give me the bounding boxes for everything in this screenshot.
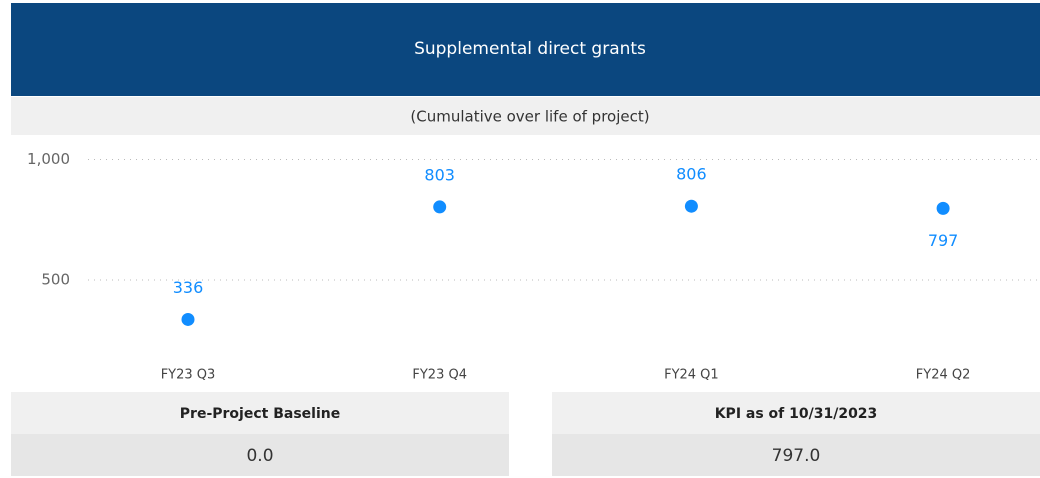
dot <box>181 312 195 326</box>
chart-title: Supplemental direct grants <box>414 39 646 59</box>
dot <box>433 200 447 214</box>
x-tick-label: FY24 Q2 <box>916 368 971 383</box>
subtitle-band <box>11 97 1040 135</box>
dot <box>684 199 698 213</box>
data-label: 806 <box>676 165 707 184</box>
card-value-band <box>11 434 509 476</box>
title-band <box>11 3 1040 96</box>
x-tick-label: FY23 Q3 <box>161 368 216 383</box>
data-label: 797 <box>928 231 959 250</box>
x-tick-label: FY24 Q1 <box>664 368 719 383</box>
data-label: 803 <box>424 165 455 184</box>
card-value-band <box>552 434 1040 476</box>
y-tick-label: 500 <box>41 270 70 288</box>
card-label-band <box>552 392 1040 434</box>
data-label: 336 <box>173 278 204 297</box>
y-tick-label: 1,000 <box>27 150 70 168</box>
card-label: KPI as of 10/31/2023 <box>715 406 878 422</box>
card-value: 0.0 <box>246 446 273 466</box>
dot <box>936 201 950 215</box>
card-label: Pre-Project Baseline <box>180 406 340 422</box>
chart-subtitle: (Cumulative over life of project) <box>410 108 649 126</box>
card-label-band <box>11 392 509 434</box>
card-value: 797.0 <box>772 446 821 466</box>
x-tick-label: FY23 Q4 <box>412 368 467 383</box>
